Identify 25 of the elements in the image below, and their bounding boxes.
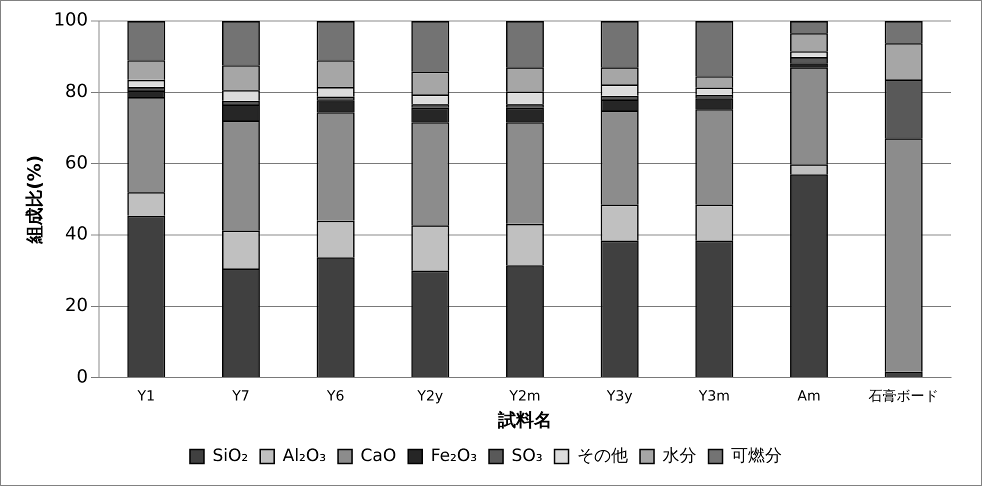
y-tick-label: 20 <box>65 294 88 316</box>
y-tick-label: 100 <box>54 10 88 31</box>
x-tick-label: Am <box>797 388 821 405</box>
legend-label: SO₃ <box>512 446 543 466</box>
x-tick-label: Y2y <box>416 388 444 405</box>
legend-label: 可燃分 <box>731 446 782 466</box>
legend-label: CaO <box>360 446 396 466</box>
y-axis-title: 組成比(%) <box>24 155 46 245</box>
x-axis-title: 試料名 <box>496 410 552 431</box>
y-tick-label: 80 <box>65 80 88 102</box>
x-tick-label: 石膏ボード <box>868 388 939 405</box>
legend-label: SiO₂ <box>212 446 248 466</box>
x-tick-label: Y6 <box>326 388 344 405</box>
y-tick-label: 60 <box>65 152 88 174</box>
legend-label: Al₂O₃ <box>282 446 326 466</box>
x-tick-label: Y7 <box>231 388 250 405</box>
legend-label: Fe₂O₃ <box>430 446 478 466</box>
y-tick-label: 0 <box>76 366 88 388</box>
x-tick-label: Y1 <box>136 388 156 405</box>
y-tick-label: 40 <box>65 224 88 245</box>
legend-label: 水分 <box>662 446 697 466</box>
x-tick-label: Y2m <box>508 388 541 405</box>
x-tick-label: Y3y <box>606 388 633 405</box>
legend-label: その他 <box>577 446 628 466</box>
x-tick-label: Y3m <box>698 388 730 405</box>
